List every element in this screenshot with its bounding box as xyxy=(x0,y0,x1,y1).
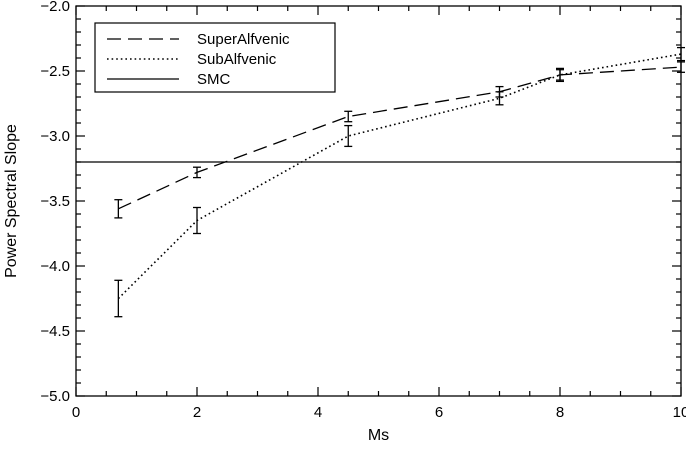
x-tick-label: 2 xyxy=(193,404,201,421)
error-bar-superalfvenic xyxy=(344,110,353,123)
series-subalfvenic-line xyxy=(117,53,682,300)
series-superalfvenic-line xyxy=(118,66,682,210)
x-tick-label: 10 xyxy=(673,404,686,421)
error-bar-subalfvenic xyxy=(495,91,504,106)
y-tick-label: −2.0 xyxy=(40,0,70,15)
error-bar-subalfvenic xyxy=(556,67,564,83)
legend: SuperAlfvenic SubAlfvenic SMC xyxy=(94,22,336,93)
y-tick-label: −3.5 xyxy=(40,193,70,210)
x-tick-label: 8 xyxy=(556,404,564,421)
error-bar-superalfvenic xyxy=(193,166,201,179)
error-bar-subalfvenic xyxy=(344,124,353,148)
error-bars xyxy=(114,46,685,318)
x-axis-label: Ms xyxy=(368,427,389,444)
x-tick-label: 6 xyxy=(435,404,443,421)
legend-box xyxy=(94,22,336,93)
y-tick-label: −2.5 xyxy=(40,63,70,80)
error-bar-subalfvenic xyxy=(193,206,201,235)
y-tick-label: −3.0 xyxy=(40,128,70,145)
y-axis-label: Power Spectral Slope xyxy=(3,124,20,278)
y-tick-label: −5.0 xyxy=(40,388,70,405)
legend-label-superalfvenic: SuperAlfvenic xyxy=(197,31,290,48)
error-bar-superalfvenic xyxy=(114,199,123,219)
x-tick-label: 4 xyxy=(314,404,322,421)
axis-ticks: 0 2 4 6 8 10 −5.0 −4.5 −4.0 −3.5 −3.0 −2.5 −2.0 xyxy=(40,0,686,421)
legend-label-smc: SMC xyxy=(197,71,231,88)
y-tick-label: −4.0 xyxy=(40,258,70,275)
legend-label-subalfvenic: SubAlfvenic xyxy=(197,51,277,68)
series-lines xyxy=(76,53,682,300)
x-tick-label: 0 xyxy=(72,404,80,421)
y-tick-label: −4.5 xyxy=(40,323,70,340)
error-bar-subalfvenic xyxy=(114,279,123,318)
